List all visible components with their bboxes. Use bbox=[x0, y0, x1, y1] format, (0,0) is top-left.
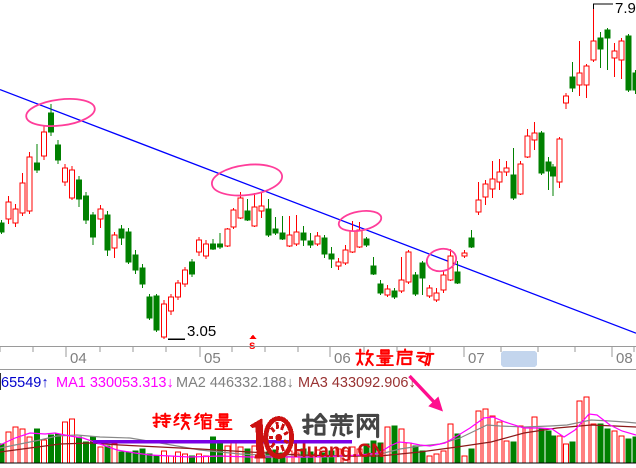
svg-text:65549↑: 65549↑ bbox=[1, 375, 49, 391]
svg-text:7.9: 7.9 bbox=[615, 0, 636, 17]
svg-text:05: 05 bbox=[204, 350, 221, 367]
svg-text:Huang.CN: Huang.CN bbox=[293, 441, 385, 462]
svg-text:MA3 433092.906↓: MA3 433092.906↓ bbox=[298, 375, 416, 391]
svg-text:3.05: 3.05 bbox=[187, 323, 216, 340]
svg-text:06: 06 bbox=[334, 350, 351, 367]
svg-text:07: 07 bbox=[468, 350, 485, 367]
svg-text:08: 08 bbox=[616, 350, 633, 367]
svg-text:MA1 330053.313↓: MA1 330053.313↓ bbox=[56, 375, 174, 391]
svg-text:04: 04 bbox=[70, 350, 87, 367]
svg-text:MA2 446332.188↓: MA2 446332.188↓ bbox=[176, 375, 294, 391]
